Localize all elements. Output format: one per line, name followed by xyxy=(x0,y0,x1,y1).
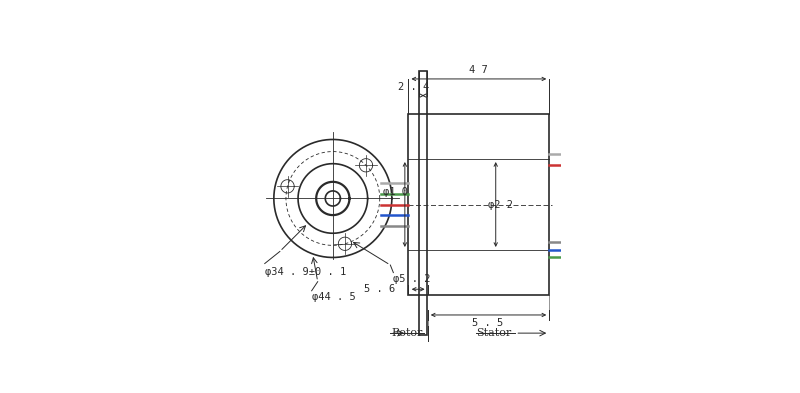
Bar xyxy=(419,72,427,335)
Text: 5 . 6: 5 . 6 xyxy=(364,284,395,294)
Text: Stator: Stator xyxy=(477,328,512,338)
Text: φ1 0: φ1 0 xyxy=(382,187,408,197)
Text: Rotor: Rotor xyxy=(391,328,422,338)
Text: φ44 . 5: φ44 . 5 xyxy=(312,292,355,302)
Bar xyxy=(409,114,550,295)
Text: 4 7: 4 7 xyxy=(470,65,488,75)
Text: 5 . 5: 5 . 5 xyxy=(473,318,504,329)
Text: 2 . 4: 2 . 4 xyxy=(398,82,430,92)
Text: φ5 . 2: φ5 . 2 xyxy=(394,274,431,284)
Text: φ2 2: φ2 2 xyxy=(488,200,513,209)
Text: φ34 . 9±0 . 1: φ34 . 9±0 . 1 xyxy=(265,266,346,277)
